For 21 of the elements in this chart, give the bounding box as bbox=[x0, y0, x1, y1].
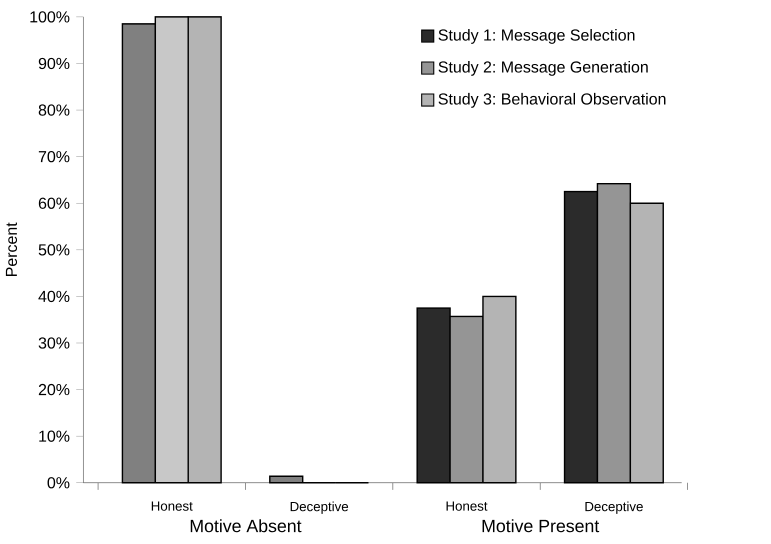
y-tick-label: 10% bbox=[39, 430, 70, 442]
legend-label: Study 3: Behavioral Observation bbox=[438, 92, 666, 108]
y-tick-label: 90% bbox=[38, 58, 70, 70]
y-axis-title: Percent bbox=[6, 222, 18, 276]
y-tick-label: 20% bbox=[38, 384, 70, 396]
x-tick-label: Deceptive bbox=[585, 501, 643, 514]
text: Motive Absent bbox=[190, 519, 302, 532]
y-tick-label: 80% bbox=[38, 104, 70, 116]
y-tick-label: 0% bbox=[48, 477, 70, 488]
y-tick-label: 50% bbox=[38, 244, 70, 256]
text: Motive Present bbox=[482, 519, 600, 532]
legend-label: Study 1: Message Selection bbox=[438, 28, 634, 44]
x-tick-label: Deceptive bbox=[290, 501, 348, 514]
y-tick-label: 30% bbox=[38, 337, 70, 349]
y-tick-label: 40% bbox=[38, 290, 70, 302]
x-tick-label: Honest bbox=[446, 501, 488, 511]
y-tick-label: 100% bbox=[30, 11, 70, 22]
x-tick-label: Honest bbox=[152, 501, 193, 511]
y-tick-label: 70% bbox=[38, 150, 70, 162]
y-tick-label: 60% bbox=[38, 198, 70, 209]
legend-label: Study 2: Message Generation bbox=[438, 60, 648, 76]
